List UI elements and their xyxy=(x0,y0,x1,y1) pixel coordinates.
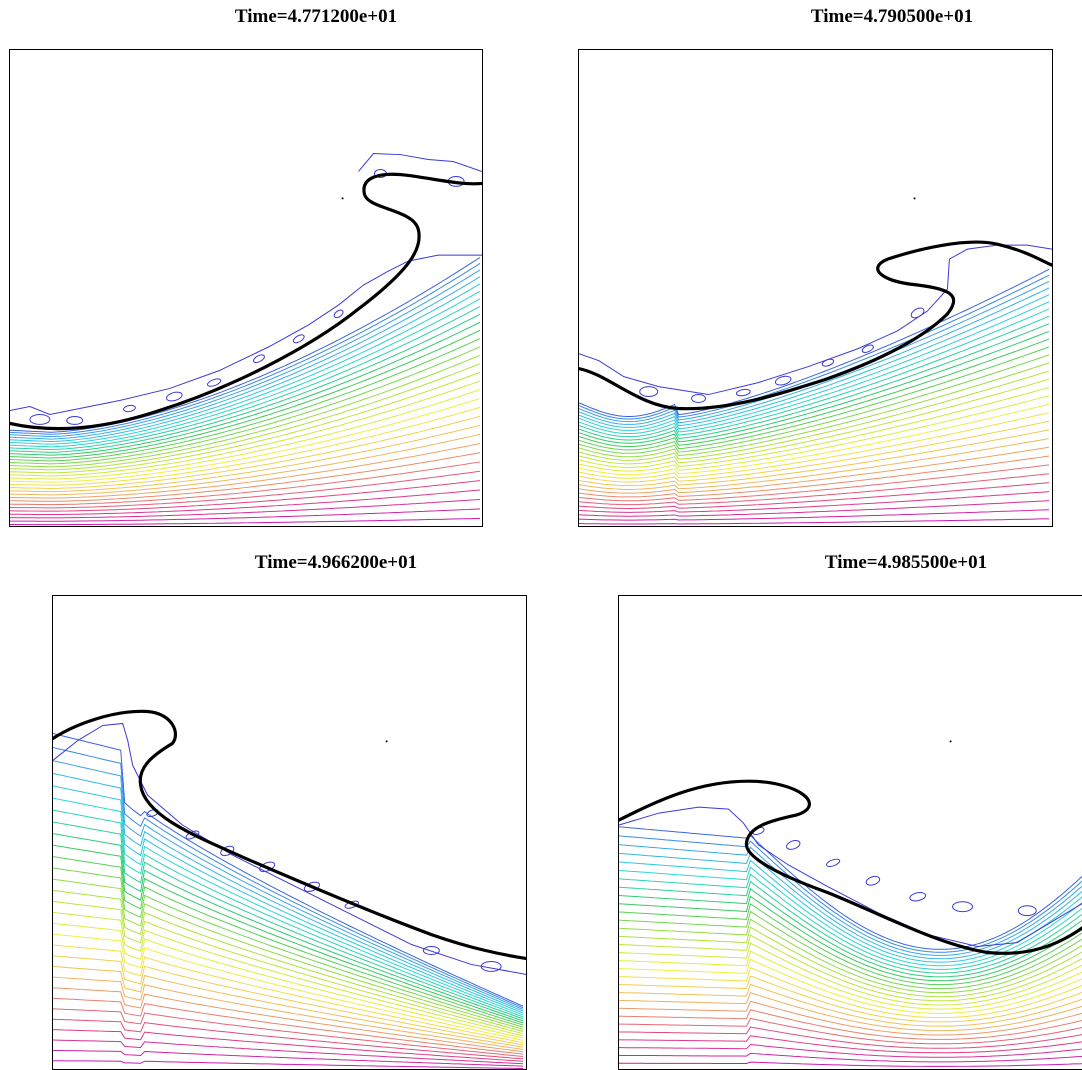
outer-contour xyxy=(579,245,1052,394)
spray-blob xyxy=(785,839,801,851)
spray-blob xyxy=(30,414,50,424)
spray-blob xyxy=(865,875,881,887)
contour-line xyxy=(10,257,480,432)
spray-blob xyxy=(910,306,926,320)
contour-line xyxy=(619,1027,1082,1048)
spray-blob xyxy=(640,387,658,397)
contour-line xyxy=(619,984,1082,1026)
contour-line xyxy=(619,1062,1082,1066)
wave-contour-plot-3 xyxy=(53,596,526,1069)
spray-blobs xyxy=(30,169,464,424)
contour-line xyxy=(579,275,1049,419)
outer-contour xyxy=(619,807,1082,946)
contour-line xyxy=(579,331,1049,443)
spray-blob xyxy=(333,309,345,320)
contour-line xyxy=(619,1001,1082,1035)
wave-panel-1 xyxy=(9,49,483,527)
contour-line xyxy=(10,444,480,498)
contour-lines xyxy=(53,734,523,1069)
spray-blob xyxy=(953,902,973,912)
spray-blob xyxy=(252,353,265,364)
spray-blob xyxy=(692,395,706,403)
spray-blob xyxy=(736,388,751,396)
spray-blob xyxy=(166,391,183,403)
contour-lines xyxy=(10,257,480,524)
panel-title-3: Time=4.966200e+01 xyxy=(255,552,417,574)
spray-blob xyxy=(423,947,439,955)
marker-dot xyxy=(386,740,388,742)
panel-title-1: Time=4.771200e+01 xyxy=(235,6,397,28)
marker-dot xyxy=(950,740,952,742)
wave-panel-4 xyxy=(618,595,1082,1070)
spray-blob xyxy=(909,891,926,902)
contour-line xyxy=(10,372,480,472)
contour-line xyxy=(619,867,1082,965)
contour-line xyxy=(619,951,1082,1009)
contour-line xyxy=(579,404,1049,474)
marker-dot xyxy=(342,197,344,199)
free-surface-interface xyxy=(10,174,482,428)
contour-line xyxy=(53,1040,523,1064)
wave-contour-plot-4 xyxy=(619,596,1082,1069)
spray-blob xyxy=(1018,906,1036,916)
contour-line xyxy=(579,492,1049,513)
panel-title-4: Time=4.985500e+01 xyxy=(825,552,987,574)
spray-blob xyxy=(292,333,305,344)
contour-line xyxy=(10,299,480,447)
contour-line xyxy=(579,302,1049,431)
spray-blob xyxy=(67,416,83,424)
outer-contour xyxy=(359,154,482,172)
wave-contour-plot-1 xyxy=(10,50,482,526)
contour-line xyxy=(579,355,1049,453)
panel-title-2: Time=4.790500e+01 xyxy=(811,6,973,28)
contour-line xyxy=(579,288,1049,425)
wave-panel-2 xyxy=(578,49,1053,527)
contour-line xyxy=(53,1009,523,1057)
contour-lines xyxy=(619,827,1082,1067)
spray-blobs xyxy=(640,306,926,403)
contour-line xyxy=(53,966,523,1047)
contour-line xyxy=(579,510,1049,520)
spray-blob xyxy=(123,405,136,413)
spray-blob xyxy=(826,858,841,868)
wave-panel-3 xyxy=(52,595,527,1070)
spray-blob xyxy=(207,377,222,387)
spray-blob xyxy=(821,358,834,368)
contour-line xyxy=(579,439,1049,490)
contour-line xyxy=(10,339,480,461)
marker-dot xyxy=(914,197,916,199)
contour-line xyxy=(10,291,480,444)
wave-contour-plot-2 xyxy=(579,50,1052,526)
contour-line xyxy=(53,1061,523,1069)
